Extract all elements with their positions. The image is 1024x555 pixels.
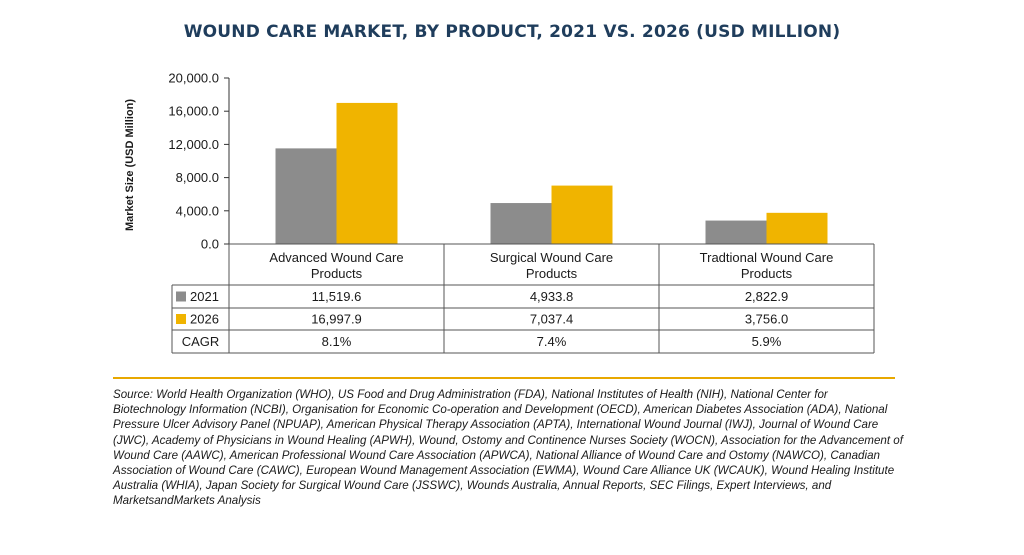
data-label-2021-3: 2,822.9	[745, 289, 788, 304]
category-label: Products	[526, 266, 578, 281]
category-label: Advanced Wound Care	[269, 250, 403, 265]
row-label-cagr: CAGR	[182, 334, 220, 349]
bar-2021-1	[275, 148, 337, 244]
bar-2026-1	[336, 102, 398, 245]
y-tick-label: 20,000.0	[168, 71, 219, 86]
y-tick-label: 8,000.0	[176, 170, 219, 185]
legend-swatch-2026	[176, 314, 186, 324]
category-label: Tradtional Wound Care	[700, 250, 834, 265]
source-note: Source: World Health Organization (WHO),…	[113, 388, 903, 508]
y-axis-label: Market Size (USD Million)	[124, 99, 136, 231]
y-tick-label: 4,000.0	[176, 203, 219, 218]
bar-2026-2	[551, 185, 613, 244]
category-label: Products	[311, 266, 363, 281]
y-tick-label: 12,000.0	[168, 137, 219, 152]
data-label-cagr-1: 8.1%	[322, 334, 352, 349]
data-label-cagr-3: 5.9%	[752, 334, 782, 349]
category-label: Products	[741, 266, 793, 281]
legend-label-2026: 2026	[190, 312, 219, 327]
bar-2021-3	[705, 220, 767, 244]
bar-chart: 20,000.0 16,000.0 12,000.0 8,000.0 4,000.0 0.…	[124, 71, 875, 354]
y-tick-label: 0.0	[201, 237, 219, 252]
chart-title: WOUND CARE MARKET, BY PRODUCT, 2021 VS. …	[183, 22, 841, 42]
data-label-2021-1: 11,519.6	[312, 289, 362, 304]
legend-swatch-2021	[176, 291, 186, 302]
data-label-2026-2: 7,037.4	[530, 312, 573, 327]
y-tick-label: 16,000.0	[168, 104, 219, 119]
category-label: Surgical Wound Care	[490, 250, 613, 265]
data-label-2026-1: 16,997.9	[311, 312, 362, 327]
source-divider	[113, 377, 895, 379]
data-label-2021-2: 4,933.8	[530, 289, 573, 304]
data-label-2026-3: 3,756.0	[745, 312, 788, 327]
data-label-cagr-2: 7.4%	[537, 334, 567, 349]
bar-2021-2	[490, 203, 552, 244]
bar-2026-3	[766, 212, 828, 244]
legend-label-2021: 2021	[190, 289, 219, 304]
